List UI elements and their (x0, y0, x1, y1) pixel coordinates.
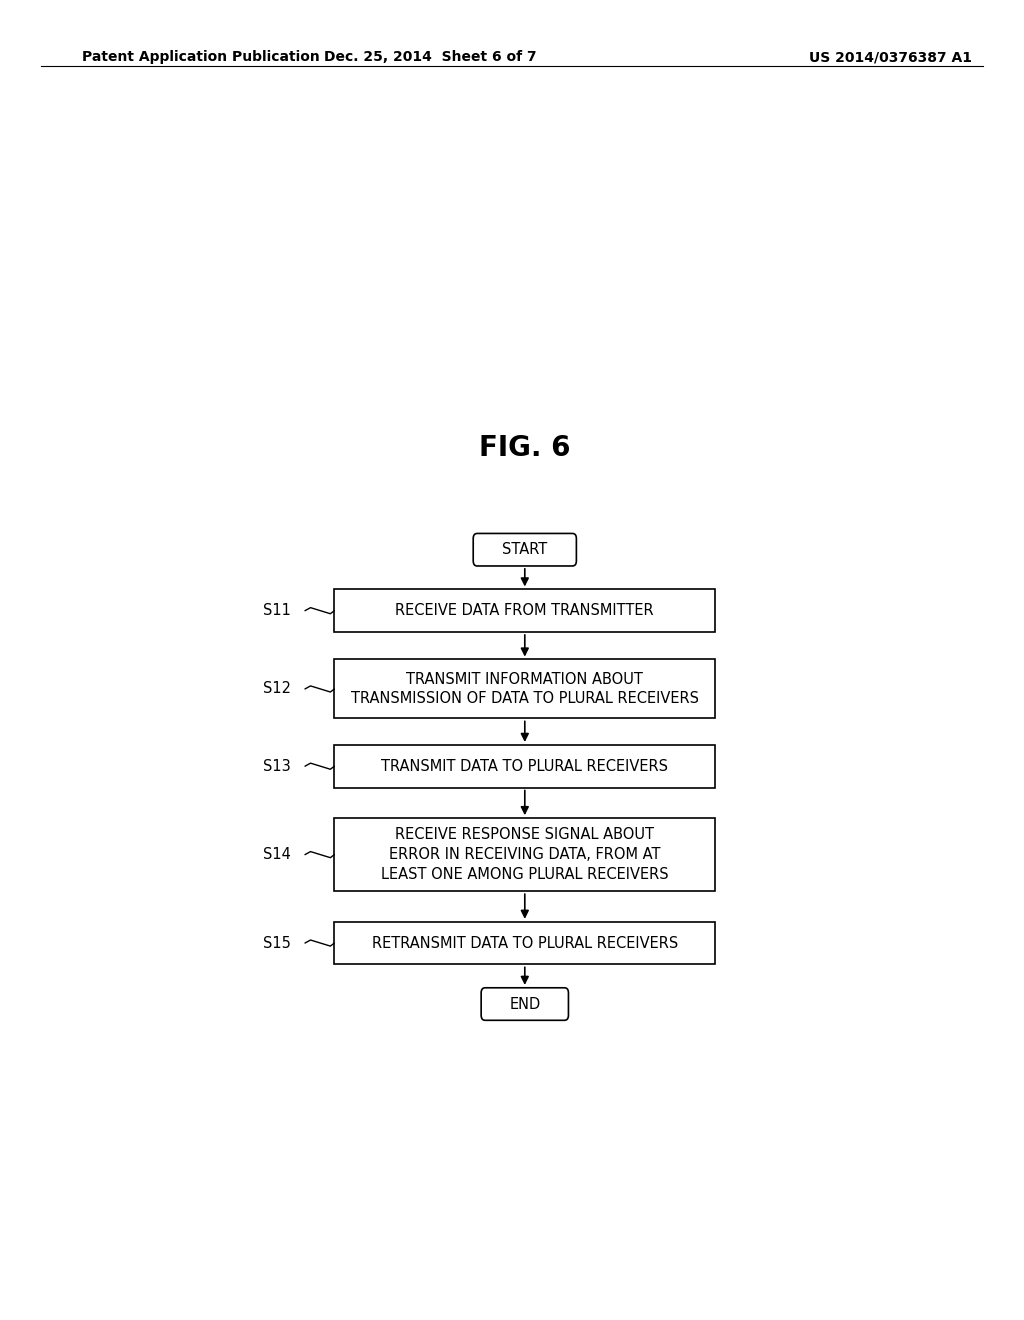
Text: Patent Application Publication: Patent Application Publication (82, 50, 319, 65)
Text: TRANSMIT INFORMATION ABOUT
TRANSMISSION OF DATA TO PLURAL RECEIVERS: TRANSMIT INFORMATION ABOUT TRANSMISSION … (351, 672, 698, 706)
Text: US 2014/0376387 A1: US 2014/0376387 A1 (809, 50, 973, 65)
Bar (334, 744, 715, 788)
Text: START: START (502, 543, 548, 557)
Text: RECEIVE DATA FROM TRANSMITTER: RECEIVE DATA FROM TRANSMITTER (395, 603, 654, 618)
Text: S15: S15 (263, 936, 291, 950)
Text: RECEIVE RESPONSE SIGNAL ABOUT
ERROR IN RECEIVING DATA, FROM AT
LEAST ONE AMONG P: RECEIVE RESPONSE SIGNAL ABOUT ERROR IN R… (381, 828, 669, 882)
Text: RETRANSMIT DATA TO PLURAL RECEIVERS: RETRANSMIT DATA TO PLURAL RECEIVERS (372, 936, 678, 950)
Text: FIG. 6: FIG. 6 (479, 434, 570, 462)
FancyBboxPatch shape (473, 533, 577, 566)
Bar (334, 818, 715, 891)
Bar (334, 589, 715, 632)
Text: S14: S14 (263, 847, 291, 862)
Text: S11: S11 (263, 603, 291, 618)
Text: TRANSMIT DATA TO PLURAL RECEIVERS: TRANSMIT DATA TO PLURAL RECEIVERS (381, 759, 669, 774)
Bar (334, 921, 715, 965)
Text: END: END (509, 997, 541, 1011)
Text: Dec. 25, 2014  Sheet 6 of 7: Dec. 25, 2014 Sheet 6 of 7 (324, 50, 537, 65)
Text: S12: S12 (263, 681, 291, 697)
Bar (334, 660, 715, 718)
FancyBboxPatch shape (481, 987, 568, 1020)
Text: S13: S13 (263, 759, 291, 774)
